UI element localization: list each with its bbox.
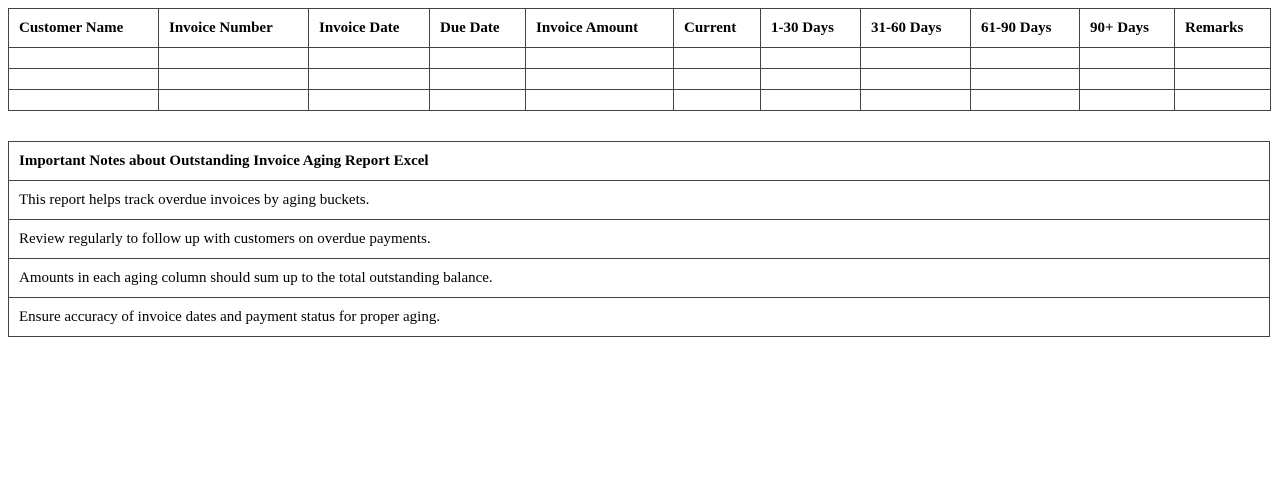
table-row xyxy=(8,68,1271,90)
table-cell[interactable] xyxy=(860,47,971,69)
table-cell[interactable] xyxy=(158,68,309,90)
table-cell[interactable] xyxy=(8,89,159,111)
table-cell[interactable] xyxy=(158,47,309,69)
table-cell[interactable] xyxy=(525,68,674,90)
table-cell[interactable] xyxy=(760,89,861,111)
table-cell[interactable] xyxy=(1174,68,1271,90)
table-cell[interactable] xyxy=(970,68,1080,90)
table-cell[interactable] xyxy=(760,47,861,69)
table-cell[interactable] xyxy=(308,47,430,69)
table-cell[interactable] xyxy=(673,68,761,90)
table-cell[interactable] xyxy=(860,68,971,90)
table-cell[interactable] xyxy=(1079,47,1175,69)
table-row xyxy=(8,47,1271,69)
header-current: Current xyxy=(673,8,761,48)
table-cell[interactable] xyxy=(8,47,159,69)
table-cell[interactable] xyxy=(308,89,430,111)
table-cell[interactable] xyxy=(429,68,526,90)
header-invoice-amount: Invoice Amount xyxy=(525,8,674,48)
header-remarks: Remarks xyxy=(1174,8,1271,48)
table-cell[interactable] xyxy=(1174,89,1271,111)
note-item: This report helps track overdue invoices… xyxy=(8,180,1270,220)
table-cell[interactable] xyxy=(429,89,526,111)
table-cell[interactable] xyxy=(673,47,761,69)
table-cell[interactable] xyxy=(970,47,1080,69)
notes-table: Important Notes about Outstanding Invoic… xyxy=(8,141,1270,337)
table-cell[interactable] xyxy=(525,47,674,69)
header-row: Customer Name Invoice Number Invoice Dat… xyxy=(8,8,1271,48)
table-cell[interactable] xyxy=(308,68,430,90)
table-cell[interactable] xyxy=(158,89,309,111)
table-cell[interactable] xyxy=(429,47,526,69)
header-1-30-days: 1-30 Days xyxy=(760,8,861,48)
header-due-date: Due Date xyxy=(429,8,526,48)
header-61-90-days: 61-90 Days xyxy=(970,8,1080,48)
table-cell[interactable] xyxy=(1174,47,1271,69)
header-31-60-days: 31-60 Days xyxy=(860,8,971,48)
note-item: Amounts in each aging column should sum … xyxy=(8,258,1270,298)
table-cell[interactable] xyxy=(760,68,861,90)
table-row xyxy=(8,89,1271,111)
table-cell[interactable] xyxy=(1079,68,1175,90)
note-item: Ensure accuracy of invoice dates and pay… xyxy=(8,297,1270,337)
table-cell[interactable] xyxy=(8,68,159,90)
note-item: Review regularly to follow up with custo… xyxy=(8,219,1270,259)
invoice-aging-table: Customer Name Invoice Number Invoice Dat… xyxy=(8,8,1271,111)
header-invoice-date: Invoice Date xyxy=(308,8,430,48)
table-cell[interactable] xyxy=(525,89,674,111)
header-90-plus-days: 90+ Days xyxy=(1079,8,1175,48)
table-cell[interactable] xyxy=(860,89,971,111)
table-cell[interactable] xyxy=(673,89,761,111)
header-invoice-number: Invoice Number xyxy=(158,8,309,48)
table-cell[interactable] xyxy=(970,89,1080,111)
header-customer-name: Customer Name xyxy=(8,8,159,48)
table-cell[interactable] xyxy=(1079,89,1175,111)
notes-title: Important Notes about Outstanding Invoic… xyxy=(8,141,1270,181)
